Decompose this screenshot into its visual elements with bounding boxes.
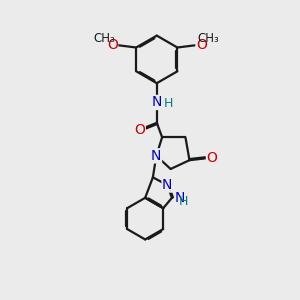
- Text: H: H: [178, 195, 188, 208]
- Text: N: N: [175, 191, 185, 205]
- Text: O: O: [206, 152, 217, 165]
- Text: CH₃: CH₃: [93, 32, 115, 45]
- Text: CH₃: CH₃: [197, 32, 219, 45]
- Text: O: O: [196, 38, 207, 52]
- Text: N: N: [162, 178, 172, 192]
- Text: H: H: [164, 97, 173, 110]
- Text: N: N: [151, 149, 161, 163]
- Text: N: N: [152, 95, 162, 110]
- Text: O: O: [134, 123, 145, 136]
- Text: O: O: [107, 38, 118, 52]
